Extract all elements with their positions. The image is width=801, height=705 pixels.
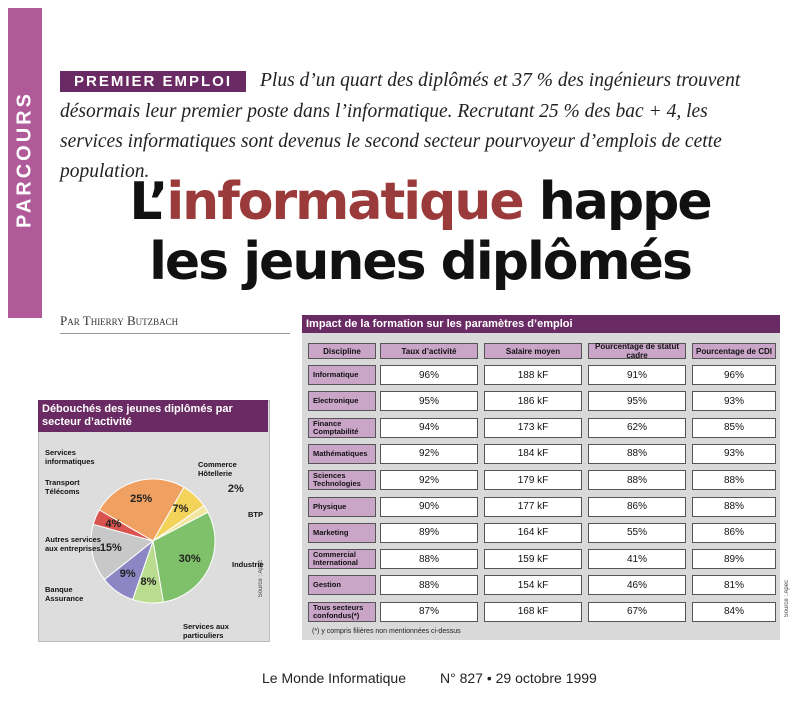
publication: Le Monde Informatique [262,670,406,686]
pie-value-label: 30% [178,552,201,565]
chart-title: Débouchés des jeunes diplômés par secteu… [38,400,268,432]
table-cell: 81% [692,575,776,596]
title-highlight: informatique [166,172,524,232]
table-cell: 95% [588,391,686,412]
table-cell: 67% [588,601,686,622]
table-cell: 46% [588,575,686,596]
table-cell: 159 kF [484,549,582,570]
table-cell: 88% [692,496,776,517]
table-cell: 86% [692,522,776,543]
section-band [8,8,42,318]
table-cell: 87% [380,601,478,622]
table-title: Impact de la formation sur les paramètre… [302,315,780,333]
table-cell: 84% [692,601,776,622]
table-cell: 188 kF [484,365,582,385]
pie-category-label: Services aux particuliers [183,622,229,640]
title-line: L’informatique happe [60,172,780,232]
pie-slice [152,511,216,603]
table-cell: 91% [588,365,686,385]
table-cell: 90% [380,496,478,517]
table-cell: 86% [588,496,686,517]
table-header: Discipline [308,343,376,359]
row-label: Marketing [308,522,376,543]
kicker: PREMIER EMPLOI [60,71,247,92]
pie-category-label: Autres services aux entreprises [45,535,101,553]
pie-value-label: 15% [99,542,122,555]
pie-slice [90,523,155,581]
table-cell: 62% [588,417,686,438]
table-cell: 186 kF [484,391,582,412]
table-header: Taux d’activité [380,343,478,359]
table-cell: 95% [380,391,478,412]
issue: N° 827 • 29 octobre 1999 [440,670,597,686]
row-label: Gestion [308,575,376,596]
row-label: Informatique [308,365,376,385]
table-cell: 184 kF [484,443,582,464]
pie-value-label: 8% [140,575,157,588]
intro: PREMIER EMPLOI Plus d’un quart des diplôm… [60,66,772,187]
pie-category-label: Banque Assurance [45,585,84,603]
pie-category-label: Industrie [232,560,264,569]
title-start: L’ [129,172,168,232]
table-cell: 88% [588,470,686,491]
table-cell: 92% [380,443,478,464]
table-cell: 168 kF [484,601,582,622]
table-cell: 94% [380,417,478,438]
table-cell: 179 kF [484,470,582,491]
row-label: Physique [308,496,376,517]
table-cell: 177 kF [484,496,582,517]
table-cell: 89% [380,522,478,543]
pie-category-label: BTP [248,510,263,519]
section-label: PARCOURS [13,91,36,229]
row-label: Sciences Technologies [308,470,376,491]
row-label: Tous secteurs confondus(*) [308,601,376,622]
title-end: happe [538,172,713,232]
table-cell: 88% [380,549,478,570]
table-cell: 88% [692,470,776,491]
pie-slice [92,509,154,542]
row-label: Mathématiques [308,443,376,464]
intro-text: Plus d’un quart des diplômés et 37 % des… [60,70,741,182]
table-header: Salaire moyen [484,343,582,359]
pie-category-label: Services informatiques [45,448,95,466]
table-cell: 92% [380,470,478,491]
pie-chart [90,478,216,604]
footnote: (*) y compris filières non mentionnées c… [312,628,461,635]
table-cell: 93% [692,391,776,412]
table-cell: 96% [380,365,478,385]
pie-value-label: 7% [172,503,189,516]
table-cell: 41% [588,549,686,570]
pie-value-label: 2% [227,483,244,496]
source: Source : Apec [784,580,790,618]
pie-value-label: 4% [105,517,122,530]
table-header: Pourcentage de statut cadre [588,342,686,360]
row-label: Commercial International [308,549,376,570]
table-cell: 173 kF [484,417,582,438]
table-cell: 154 kF [484,575,582,596]
table-cell: 96% [692,365,776,385]
table-cell: 55% [588,522,686,543]
pie-category-label: Commerce Hôtellerie [198,460,237,478]
pie-slice [98,478,185,542]
table-header: Pourcentage de CDI [692,343,776,359]
pie-category-label: Transport Télécoms [45,478,80,496]
table-cell: 93% [692,443,776,464]
byline: Par Thierry Butzbach [60,313,290,334]
table-cell: 89% [692,549,776,570]
table-cell: 85% [692,417,776,438]
row-label: Electronique [308,391,376,412]
title-line: les jeunes diplômés [149,232,693,292]
table-cell: 164 kF [484,522,582,543]
pie-value-label: 9% [119,568,136,581]
table-cell: 88% [380,575,478,596]
pie-panel [38,400,270,642]
row-label: Finance Comptabilité [308,417,376,438]
pie-value-label: 25% [130,493,153,506]
table-cell: 88% [588,443,686,464]
